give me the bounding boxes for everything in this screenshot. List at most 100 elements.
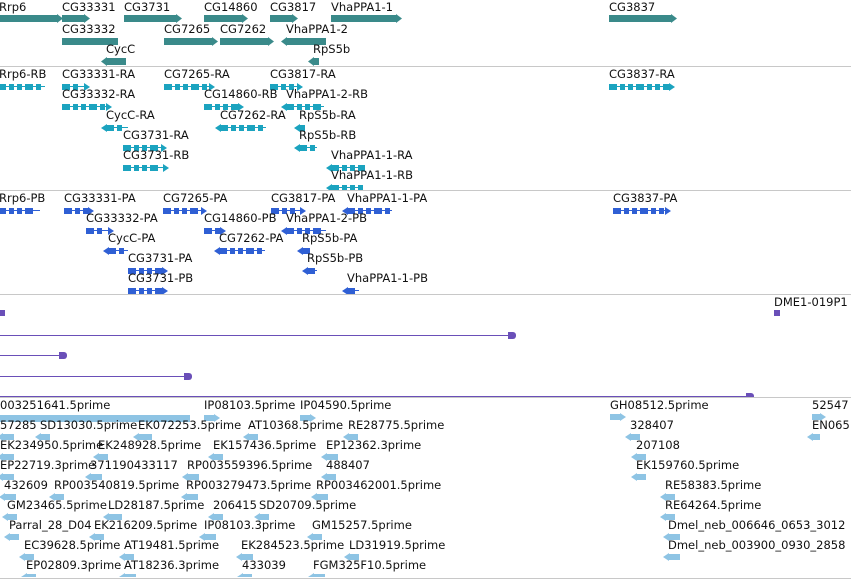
exon-block <box>305 228 310 234</box>
feature-block <box>286 38 326 45</box>
strand-reverse-icon <box>342 287 348 294</box>
feature-label: CG7262-PA <box>219 231 284 245</box>
feature-label: CG3731-RA <box>123 128 189 142</box>
strand-forward-icon <box>88 207 94 215</box>
feature-label: CG7265-PA <box>163 191 228 205</box>
intron-line <box>331 167 365 168</box>
strand-reverse-icon <box>660 513 666 521</box>
strand-reverse-icon <box>182 473 188 481</box>
feature-block <box>326 474 336 480</box>
strand-reverse-icon <box>294 144 300 152</box>
exon-block <box>175 84 180 90</box>
transcript-track: Rrp6-RB CG33331-RA CG7265-RA CG3817-RA CG383… <box>0 67 851 190</box>
strand-reverse-icon <box>326 184 332 190</box>
feature-block <box>0 15 57 22</box>
exon-block <box>358 165 365 171</box>
strand-forward-icon <box>106 103 112 111</box>
intron-line <box>108 250 128 251</box>
feature-label: CG3837-RA <box>609 67 675 81</box>
exon-block <box>128 288 136 294</box>
feature-label: RP003462001.5prime <box>316 478 442 492</box>
exon-block <box>174 208 179 214</box>
feature-block <box>326 454 338 460</box>
exon-block <box>215 228 220 234</box>
feature-label: RpS5b-RA <box>299 108 356 122</box>
strand-reverse-icon <box>0 433 3 441</box>
exon-block <box>299 145 307 151</box>
feature-block <box>124 15 176 22</box>
exon-block <box>134 165 139 171</box>
exon-block <box>128 268 136 274</box>
exon-block <box>647 84 652 90</box>
exon-block <box>150 165 158 171</box>
feature-label: CG14860-PB <box>204 211 277 225</box>
exon-block <box>302 248 310 254</box>
feature-block <box>630 434 640 440</box>
feature-block <box>636 454 646 460</box>
exon-block <box>0 208 6 214</box>
strand-reverse-icon <box>663 553 669 561</box>
track-divider <box>0 190 851 191</box>
strand-forward-icon <box>292 14 298 23</box>
strand-reverse-icon <box>0 493 5 501</box>
strand-reverse-icon <box>49 493 55 501</box>
exon-block <box>202 84 207 90</box>
exon-block <box>282 208 287 214</box>
strand-reverse-icon <box>281 227 287 235</box>
exon-block <box>286 228 294 234</box>
strand-forward-icon <box>214 414 220 422</box>
strand-reverse-icon <box>321 473 327 481</box>
feature-block <box>0 415 190 422</box>
feature-label: LD31919.5prime <box>349 538 446 552</box>
feature-block <box>62 15 84 22</box>
feature-label: CycC-PA <box>108 231 156 245</box>
feature-block <box>213 514 223 520</box>
exon-block <box>163 208 171 214</box>
exon-block <box>147 288 152 294</box>
feature-label: IP04590.5prime <box>300 398 392 412</box>
exon-block <box>147 268 152 274</box>
strand-reverse-icon <box>311 493 317 501</box>
feature-label: 003251641.5prime <box>0 398 111 412</box>
exon-block <box>258 125 263 131</box>
feature-block <box>62 38 118 45</box>
strand-reverse-icon <box>0 473 3 481</box>
feature-label: RE64264.5prime <box>665 498 762 512</box>
strand-reverse-icon <box>302 267 308 275</box>
exon-block <box>238 248 243 254</box>
strand-reverse-icon <box>2 513 8 521</box>
intron-line <box>0 86 45 87</box>
alignment-end-cap <box>746 393 754 397</box>
feature-block <box>106 58 126 65</box>
strand-forward-icon <box>665 207 671 215</box>
intron-line <box>204 230 220 231</box>
feature-label: CG33331-RA <box>62 67 136 81</box>
feature-block <box>668 534 680 540</box>
exon-block <box>97 228 102 234</box>
track-divider <box>0 578 851 579</box>
match-track: DME1-019P1 <box>0 295 851 397</box>
exon-block <box>628 84 633 90</box>
strand-reverse-icon <box>326 164 332 172</box>
strand-forward-icon <box>162 287 168 294</box>
feature-block <box>241 554 253 560</box>
strand-forward-icon <box>268 37 274 46</box>
strand-reverse-icon <box>308 573 314 577</box>
strand-forward-icon <box>820 413 826 421</box>
exon-block <box>281 84 286 90</box>
feature-label: FGM325F10.5prime <box>313 558 427 572</box>
exon-block <box>347 208 355 214</box>
match-block <box>774 310 780 316</box>
feature-label: Rrp6-PB <box>0 191 46 205</box>
strand-reverse-icon <box>101 57 107 66</box>
feature-block <box>312 534 322 540</box>
feature-block <box>7 514 17 520</box>
exon-block <box>307 268 315 274</box>
exon-block <box>142 145 147 151</box>
exon-block <box>25 84 33 90</box>
strand-forward-icon <box>209 83 215 91</box>
exon-block <box>108 248 116 254</box>
feature-label: EK248928.5prime <box>98 438 202 452</box>
exon-block <box>36 84 41 90</box>
